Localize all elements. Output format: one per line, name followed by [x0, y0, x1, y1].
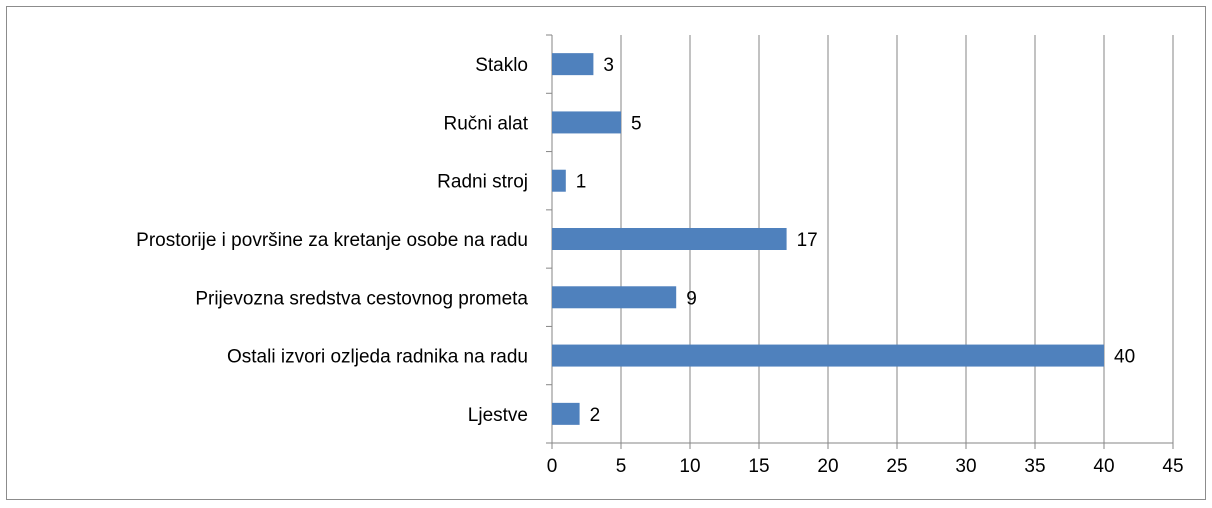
value-label: 5 — [631, 113, 642, 134]
value-label: 40 — [1114, 347, 1135, 368]
value-label: 2 — [590, 405, 601, 426]
value-label: 3 — [603, 55, 614, 76]
y-tick-label: Staklo — [475, 55, 528, 76]
y-tick-label: Ostali izvori ozljeda radnika na radu — [227, 347, 528, 368]
x-tick-label: 25 — [886, 456, 907, 477]
x-tick-label: 35 — [1024, 456, 1045, 477]
value-label: 9 — [686, 288, 697, 309]
y-tick-label: Ljestve — [468, 405, 528, 426]
bar — [552, 286, 677, 309]
y-tick-label: Radni stroj — [437, 172, 528, 193]
x-tick-label: 45 — [1162, 456, 1183, 477]
y-tick-label: Ručni alat — [444, 113, 529, 134]
y-tick-label: Prijevozna sredstva cestovnog prometa — [195, 288, 528, 309]
x-tick-label: 10 — [679, 456, 700, 477]
bar — [552, 111, 621, 134]
x-tick-label: 0 — [547, 456, 558, 477]
bar — [552, 344, 1104, 367]
value-label: 1 — [576, 172, 587, 193]
x-tick-label: 5 — [616, 456, 627, 477]
x-tick-label: 40 — [1093, 456, 1114, 477]
x-tick-label: 30 — [955, 456, 976, 477]
y-tick-label: Prostorije i površine za kretanje osobe … — [136, 230, 528, 251]
chart-frame — [6, 6, 1206, 500]
x-tick-label: 20 — [817, 456, 838, 477]
bar — [552, 402, 580, 425]
value-label: 17 — [797, 230, 818, 251]
bar — [552, 169, 566, 192]
x-tick-label: 15 — [748, 456, 769, 477]
bar — [552, 228, 787, 250]
bar — [552, 53, 594, 76]
